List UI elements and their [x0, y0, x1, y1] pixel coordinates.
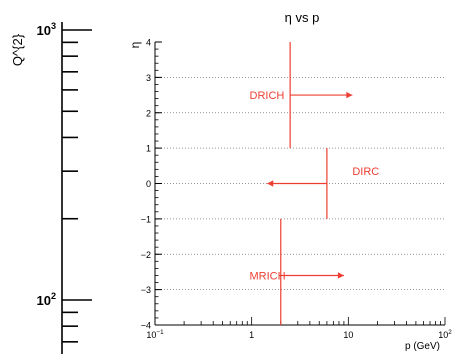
mrich-arrowhead: [337, 272, 344, 279]
q2-tick-label-base: 10: [36, 293, 50, 308]
x-tick-label: 1: [249, 330, 254, 340]
y-tick-label: 3: [146, 73, 151, 83]
q2-tick-label: 103: [36, 21, 56, 38]
x-tick-label: 102: [438, 329, 452, 340]
y-tick-label: −3: [141, 285, 151, 295]
q2-axis-label: Q^{2}: [10, 33, 25, 66]
y-tick-label: 1: [146, 144, 151, 154]
q2-tick-label-base: 10: [36, 23, 50, 38]
x-tick-label-exponent: −1: [156, 329, 164, 336]
x-tick-label: 10−1: [146, 329, 164, 340]
y-tick-label: 0: [146, 179, 151, 189]
p-axis-label: p (GeV): [405, 341, 440, 352]
y-tick-label: −1: [141, 214, 151, 224]
y-tick-label: 2: [146, 108, 151, 118]
mrich-label: MRICH: [250, 270, 286, 282]
eta-axis-label: η: [128, 42, 142, 49]
y-tick-label: −4: [141, 321, 151, 331]
x-tick-label-base: 10: [146, 330, 156, 340]
dirc-arrowhead: [267, 180, 274, 187]
q2-tick-label: 102: [36, 291, 56, 308]
chart-title: η vs p: [285, 10, 320, 25]
x-tick-label: 10: [343, 330, 353, 340]
drich-label: DRICH: [250, 90, 285, 102]
q2-tick-label-exponent: 2: [51, 291, 56, 301]
drich-arrowhead: [346, 91, 353, 99]
q2-tick-label-exponent: 3: [51, 21, 56, 31]
y-tick-label: −2: [141, 250, 151, 260]
dirc-label: DIRC: [352, 166, 379, 178]
x-tick-label-exponent: 2: [448, 329, 452, 336]
x-tick-label-base: 10: [438, 330, 448, 340]
y-tick-label: 4: [146, 38, 151, 48]
